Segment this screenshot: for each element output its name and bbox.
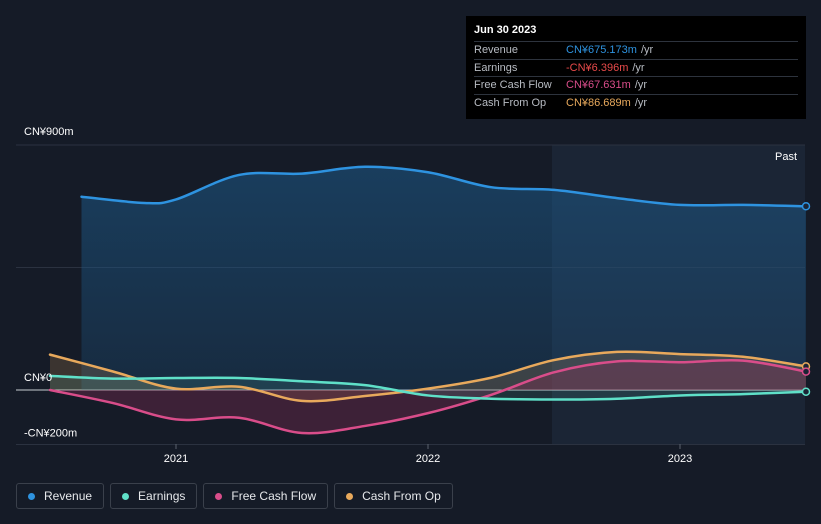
legend-item-cash-from-op[interactable]: Cash From Op xyxy=(334,483,453,509)
legend-item-earnings[interactable]: Earnings xyxy=(110,483,198,509)
legend-label: Earnings xyxy=(138,489,186,503)
tooltip-row-label: Cash From Op xyxy=(474,96,547,109)
line-cfo xyxy=(48,350,808,403)
tooltip-row: Cash From Op CN¥86.689m/yr xyxy=(474,93,798,112)
marker-revenue xyxy=(801,202,811,211)
legend-item-free-cash-flow[interactable]: Free Cash Flow xyxy=(203,483,329,509)
area-earnings xyxy=(50,375,806,400)
tooltip-row-value: CN¥67.631m xyxy=(566,79,631,92)
marker-earnings xyxy=(801,387,811,396)
tooltip-row-label: Revenue xyxy=(474,44,519,57)
y-axis-labels: CN¥900m CN¥0 -CN¥200m xyxy=(24,126,77,439)
hover-tooltip: Jun 30 2023 Revenue CN¥675.173m/yr Earning… xyxy=(466,16,806,119)
tooltip-row-unit: /yr xyxy=(632,61,645,74)
tooltip-row-unit: /yr xyxy=(634,79,648,92)
legend: Revenue Earnings Free Cash Flow Cash From O… xyxy=(16,483,453,509)
tooltip-row: Revenue CN¥675.173m/yr xyxy=(474,41,798,59)
line-revenue xyxy=(80,165,808,208)
x-tick-label: 2021 xyxy=(164,453,188,465)
tooltip-row-unit: /yr xyxy=(640,44,654,57)
y-tick-label: -CN¥200m xyxy=(24,427,77,439)
tooltip-row: Earnings -CN¥6.396m/yr xyxy=(474,58,798,77)
legend-label: Free Cash Flow xyxy=(231,489,317,503)
tooltip-row: Free Cash Flow CN¥67.631m/yr xyxy=(474,76,798,94)
y-tick-label: CN¥0 xyxy=(24,372,52,384)
legend-dot-icon xyxy=(122,492,130,500)
x-axis-labels: 2021 2022 2023 xyxy=(164,444,692,465)
tooltip-row-label: Earnings xyxy=(474,61,518,74)
tooltip-row-unit: /yr xyxy=(634,96,648,109)
area-revenue xyxy=(81,166,806,390)
tooltip-row-label: Free Cash Flow xyxy=(474,79,552,92)
legend-item-revenue[interactable]: Revenue xyxy=(16,483,105,509)
marker-fcf xyxy=(801,367,811,376)
past-label: Past xyxy=(775,151,797,163)
area-cfo xyxy=(50,351,806,402)
series-areas xyxy=(50,166,806,434)
legend-dot-icon xyxy=(346,492,354,500)
tooltip-row-value: CN¥675.173m xyxy=(566,44,637,57)
y-tick-label: CN¥900m xyxy=(24,126,74,138)
tooltip-date: Jun 30 2023 xyxy=(474,24,537,36)
legend-dot-icon xyxy=(28,492,35,500)
line-fcf xyxy=(48,358,808,435)
x-tick-label: 2022 xyxy=(416,453,440,465)
legend-dot-icon xyxy=(215,492,223,500)
tooltip-row-value: -CN¥6.396m xyxy=(566,61,629,74)
line-earnings xyxy=(48,374,808,401)
legend-label: Cash From Op xyxy=(362,489,441,503)
chart-area: CN¥900m CN¥0 -CN¥200m 2021 2022 2023 Past xyxy=(16,126,811,465)
series-lines xyxy=(48,165,808,435)
tooltip-row-value: CN¥86.689m xyxy=(566,96,631,109)
series-end-markers xyxy=(801,202,811,396)
x-tick-label: 2023 xyxy=(668,453,692,465)
legend-label: Revenue xyxy=(44,489,93,503)
